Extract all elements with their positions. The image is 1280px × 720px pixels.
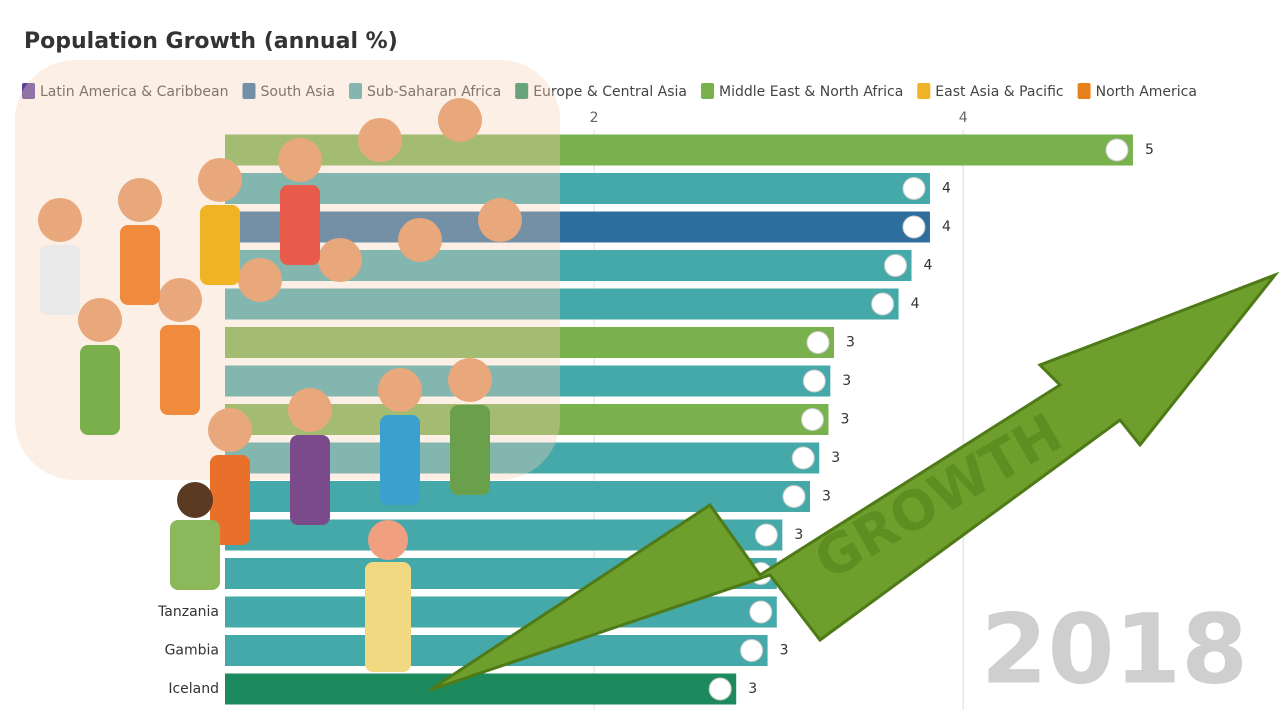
legend-label: Middle East & North Africa <box>719 84 903 100</box>
category-label: Tanzania <box>157 604 219 620</box>
legend-label: North America <box>1096 84 1197 100</box>
value-label: 3 <box>748 681 757 697</box>
x-tick-label: 4 <box>959 110 968 126</box>
flag <box>806 331 830 354</box>
value-label: 3 <box>794 527 803 543</box>
value-label: 3 <box>846 335 855 351</box>
legend-label: Europe & Central Asia <box>533 84 687 100</box>
flag <box>902 215 926 239</box>
bar <box>225 173 930 204</box>
flag <box>884 254 908 277</box>
flag <box>708 677 732 701</box>
legend-label: Latin America & Caribbean <box>40 84 229 100</box>
legend-swatch <box>22 83 35 99</box>
legend-label: East Asia & Pacific <box>935 84 1063 100</box>
legend: Latin America & Caribbean South Asia Sub-S… <box>22 83 1197 100</box>
value-label: 4 <box>942 219 951 235</box>
legend-swatch <box>701 83 715 99</box>
flag <box>871 292 895 316</box>
legend-label: Sub-Saharan Africa <box>367 84 501 100</box>
legend-label: South Asia <box>261 84 335 100</box>
category-label: Gambia <box>165 643 219 659</box>
bar <box>225 365 831 397</box>
bar <box>225 288 899 320</box>
flag <box>782 485 806 508</box>
legend-swatch <box>1077 83 1091 99</box>
value-label: 3 <box>840 412 849 428</box>
flag <box>1105 138 1129 162</box>
bar <box>225 327 834 358</box>
flag <box>754 523 778 547</box>
bar <box>225 673 737 705</box>
value-label: 3 <box>831 450 840 466</box>
flag <box>800 408 824 431</box>
value-label: 4 <box>924 258 933 274</box>
crowd-backdrop <box>15 60 560 480</box>
legend-swatch <box>348 83 362 99</box>
value-label: 4 <box>911 296 920 312</box>
arrow-shape <box>429 271 1280 692</box>
bodies <box>40 185 490 672</box>
legend-swatch <box>242 83 256 99</box>
value-label: 3 <box>842 373 851 389</box>
category-label: Iceland <box>168 681 219 697</box>
value-label: 5 <box>1145 142 1154 158</box>
period-label: 2018 <box>981 593 1248 705</box>
x-tick-label: 2 <box>590 110 599 126</box>
legend-swatch <box>515 83 529 99</box>
people-illustration <box>15 60 560 672</box>
legend-swatch <box>917 83 931 99</box>
flag <box>791 446 815 470</box>
heads <box>38 98 522 452</box>
chart-title: Population Growth (annual %) <box>24 29 398 54</box>
bar <box>225 211 930 243</box>
value-label: 4 <box>942 181 951 197</box>
value-label: 3 <box>780 643 789 659</box>
flag <box>740 639 764 662</box>
flag <box>902 177 926 200</box>
value-label: 3 <box>822 489 831 505</box>
flag <box>802 369 826 393</box>
flag <box>749 600 773 624</box>
